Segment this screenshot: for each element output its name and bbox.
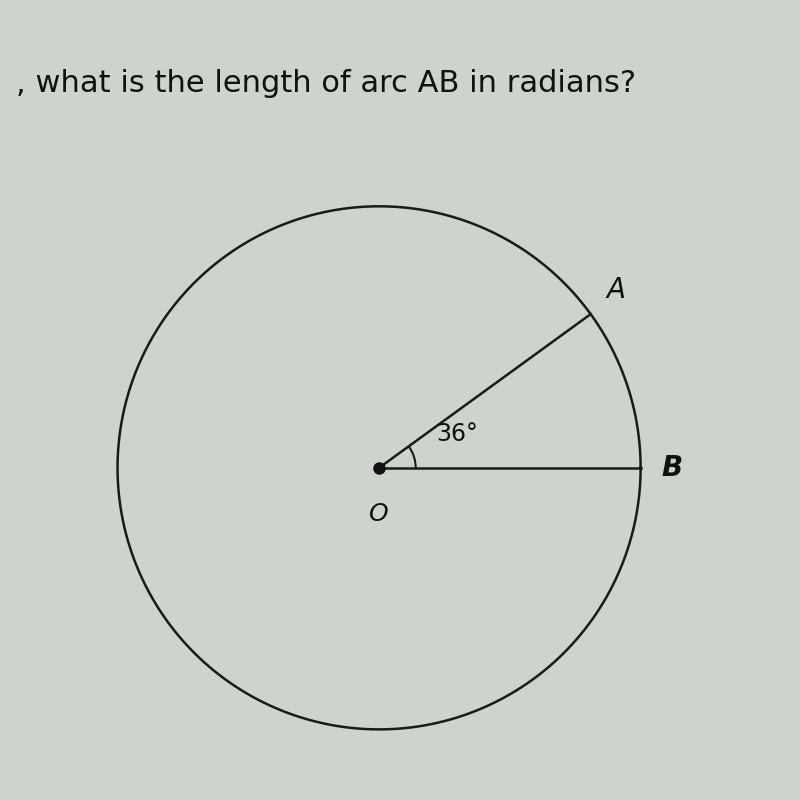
Text: 36°: 36° [437,422,478,446]
Text: , what is the length of arc AB in radians?: , what is the length of arc AB in radian… [16,70,636,98]
Text: B: B [662,454,682,482]
Text: O: O [370,502,389,526]
Text: A: A [606,276,626,304]
